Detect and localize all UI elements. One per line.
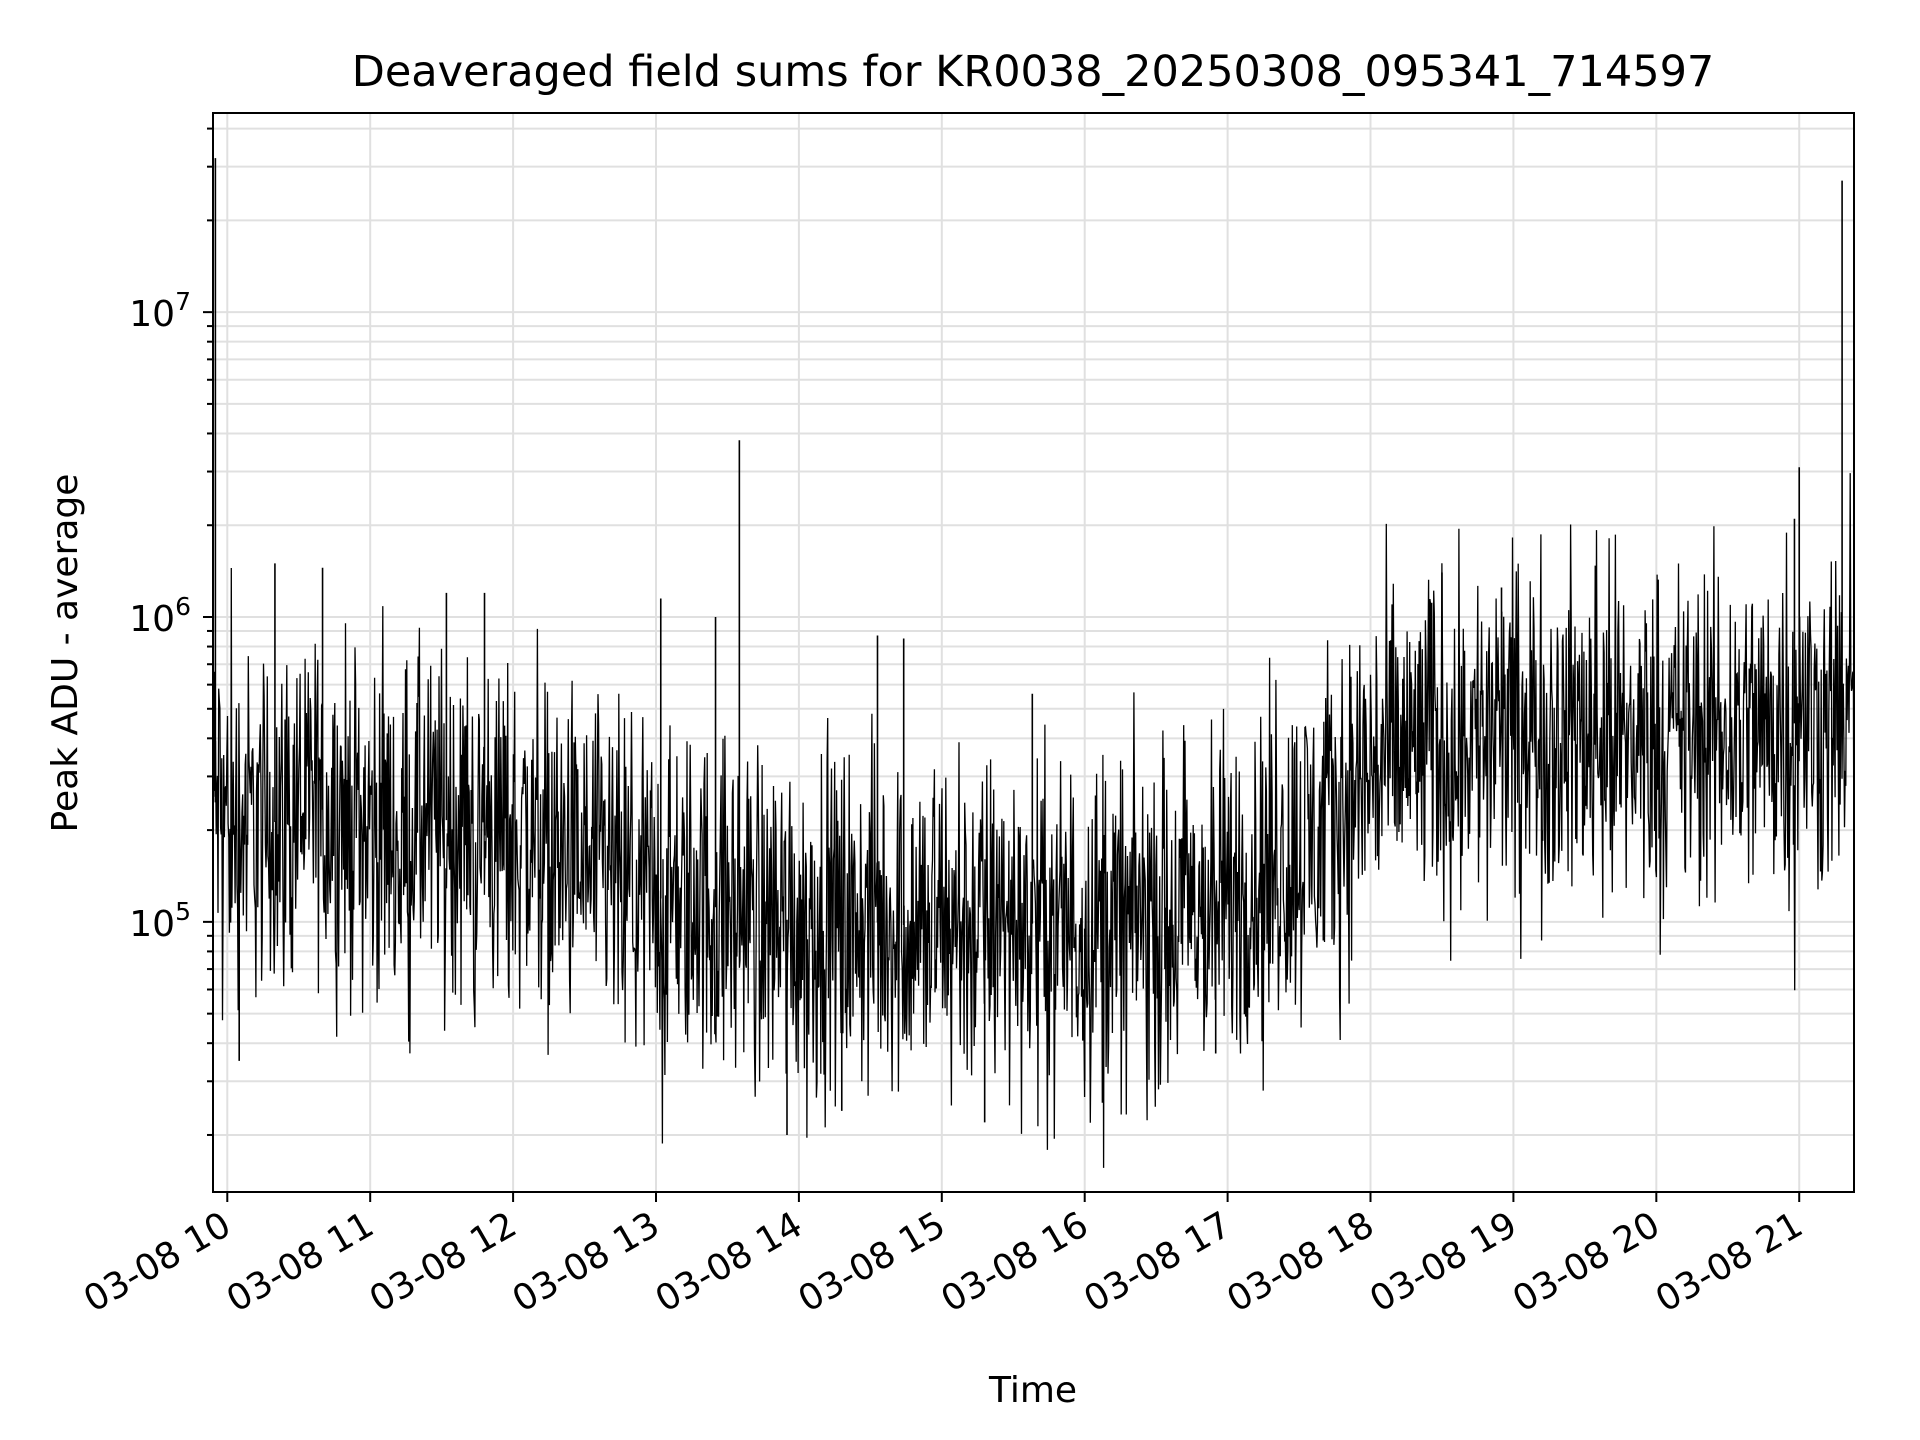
y-tick-label: 107 <box>129 287 191 335</box>
y-tick-label: 105 <box>129 897 191 945</box>
series-group <box>212 158 1855 1168</box>
plot-frame <box>212 112 1855 1193</box>
x-axis-label: Time <box>988 1370 1077 1411</box>
y-tick-label: 106 <box>129 592 191 640</box>
y-axis-ticks: 105 106 107 <box>129 127 213 1136</box>
data-series-line <box>212 473 1855 1168</box>
chart-title: Deaveraged field sums for KR0038_2025030… <box>352 47 1715 97</box>
y-axis-label: Peak ADU - average <box>45 474 86 833</box>
